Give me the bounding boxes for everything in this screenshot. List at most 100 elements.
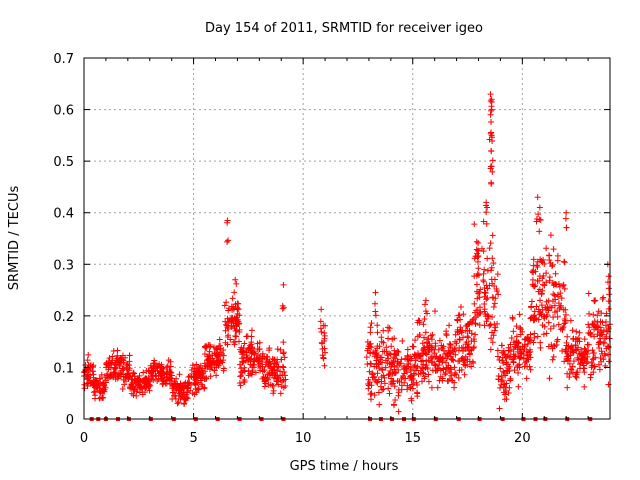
data-point [236, 338, 243, 345]
data-point [366, 368, 373, 375]
data-point [169, 395, 176, 402]
data-point [130, 370, 137, 377]
data-point [576, 361, 583, 368]
data-point [421, 315, 428, 322]
data-point [372, 308, 379, 315]
data-point [547, 232, 554, 239]
data-point [201, 350, 208, 357]
x-tick-label: 0 [80, 431, 88, 446]
data-point [228, 323, 235, 330]
data-point [130, 369, 137, 376]
data-point [381, 380, 388, 387]
data-point [552, 270, 559, 277]
data-point [549, 263, 556, 270]
data-point [591, 298, 598, 305]
data-point [213, 352, 220, 359]
data-point [243, 333, 250, 340]
data-point [217, 345, 224, 352]
data-point [592, 354, 599, 361]
data-point [150, 360, 157, 367]
data-point [239, 347, 246, 354]
data-point [93, 377, 100, 384]
data-point [468, 363, 475, 370]
data-point [494, 347, 501, 354]
data-point [205, 341, 212, 348]
data-point [554, 313, 561, 320]
data-point [543, 270, 550, 277]
data-point [396, 378, 403, 385]
data-point [367, 396, 374, 403]
data-point [389, 378, 396, 385]
data-point [221, 302, 228, 309]
data-point [149, 368, 156, 375]
data-point [234, 305, 241, 312]
data-point [489, 134, 496, 141]
data-point [202, 374, 209, 381]
data-point [502, 384, 509, 391]
data-point [527, 331, 534, 338]
data-point [216, 349, 223, 356]
data-point [443, 328, 450, 335]
data-point [275, 364, 282, 371]
data-point [533, 262, 540, 269]
data-point [372, 289, 379, 296]
data-point [514, 364, 521, 371]
data-point [224, 341, 231, 348]
data-point [181, 400, 188, 407]
data-point [161, 378, 168, 385]
data-point [534, 333, 541, 340]
data-point [395, 392, 402, 399]
data-point [458, 355, 465, 362]
data-point [457, 304, 464, 311]
data-point [379, 367, 386, 374]
data-point [232, 301, 239, 308]
data-point [398, 356, 405, 363]
data-point [369, 374, 376, 381]
data-point [594, 331, 601, 338]
data-point [264, 354, 271, 361]
data-point [482, 313, 489, 320]
data-point [280, 364, 287, 371]
data-point [569, 369, 576, 376]
data-point [572, 373, 579, 380]
data-point [581, 336, 588, 343]
data-point [530, 282, 537, 289]
data-point [240, 345, 247, 352]
data-point [472, 331, 479, 338]
data-point [456, 367, 463, 374]
data-point [125, 367, 132, 374]
data-point [528, 298, 535, 305]
data-point [241, 340, 248, 347]
data-point [475, 239, 482, 246]
data-point [126, 352, 133, 359]
data-point [570, 349, 577, 356]
data-point [437, 354, 444, 361]
data-point [538, 258, 545, 265]
data-point [374, 322, 381, 329]
data-point [380, 372, 387, 379]
data-point [146, 381, 153, 388]
data-point [534, 278, 541, 285]
data-point [213, 372, 220, 379]
data-point [556, 283, 563, 290]
data-point [452, 351, 459, 358]
data-point [550, 291, 557, 298]
data-point [543, 279, 550, 286]
data-point [220, 365, 227, 372]
data-point [231, 325, 238, 332]
data-point [142, 384, 149, 391]
data-point [442, 371, 449, 378]
data-point [484, 255, 491, 262]
data-point [538, 290, 545, 297]
data-point [165, 357, 172, 364]
data-point [412, 337, 419, 344]
data-point [488, 106, 495, 113]
data-point [367, 324, 374, 331]
data-point [135, 382, 142, 389]
data-point [451, 364, 458, 371]
data-point [463, 322, 470, 329]
data-point [371, 392, 378, 399]
data-point [534, 258, 541, 265]
data-point [84, 357, 91, 364]
data-point [407, 384, 414, 391]
